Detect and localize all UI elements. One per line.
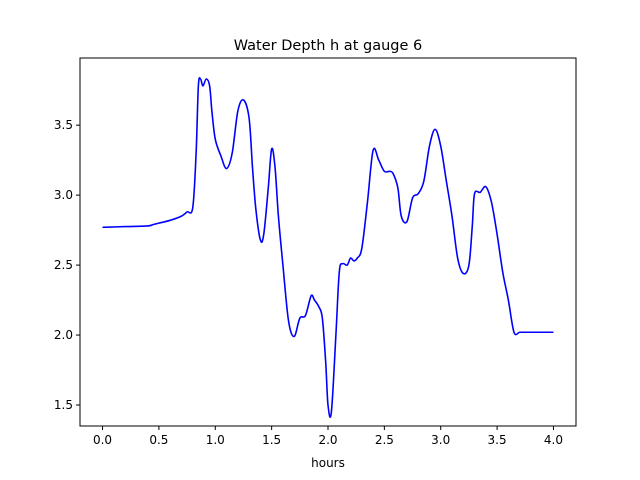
- x-tick-label: 2.5: [375, 433, 394, 447]
- y-tick-label: 3.5: [54, 118, 73, 132]
- x-tick-label: 0.5: [149, 433, 168, 447]
- x-tick-label: 0.0: [93, 433, 112, 447]
- y-tick-label: 2.0: [54, 328, 73, 342]
- plot-area: [102, 77, 554, 418]
- y-tick-label: 2.5: [54, 258, 73, 272]
- y-axis: 1.5 2.0 2.5 3.0 3.5: [54, 118, 80, 412]
- x-tick-label: 2.0: [318, 433, 337, 447]
- x-axis-label: hours: [311, 456, 345, 470]
- x-tick-label: 1.5: [262, 433, 281, 447]
- x-tick-label: 1.0: [206, 433, 225, 447]
- x-tick-label: 3.5: [488, 433, 507, 447]
- x-tick-label: 3.0: [431, 433, 450, 447]
- y-tick-label: 1.5: [54, 398, 73, 412]
- axes-frame: [79, 57, 577, 427]
- chart-title: Water Depth h at gauge 6: [234, 38, 422, 54]
- x-axis: 0.0 0.5 1.0 1.5 2.0 2.5 3.0 3.5 4.0: [93, 426, 563, 447]
- y-tick-label: 3.0: [54, 188, 73, 202]
- series-line: [102, 77, 554, 418]
- x-tick-label: 4.0: [544, 433, 563, 447]
